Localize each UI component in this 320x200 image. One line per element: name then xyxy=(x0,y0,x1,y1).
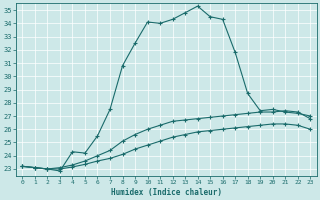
X-axis label: Humidex (Indice chaleur): Humidex (Indice chaleur) xyxy=(111,188,222,197)
